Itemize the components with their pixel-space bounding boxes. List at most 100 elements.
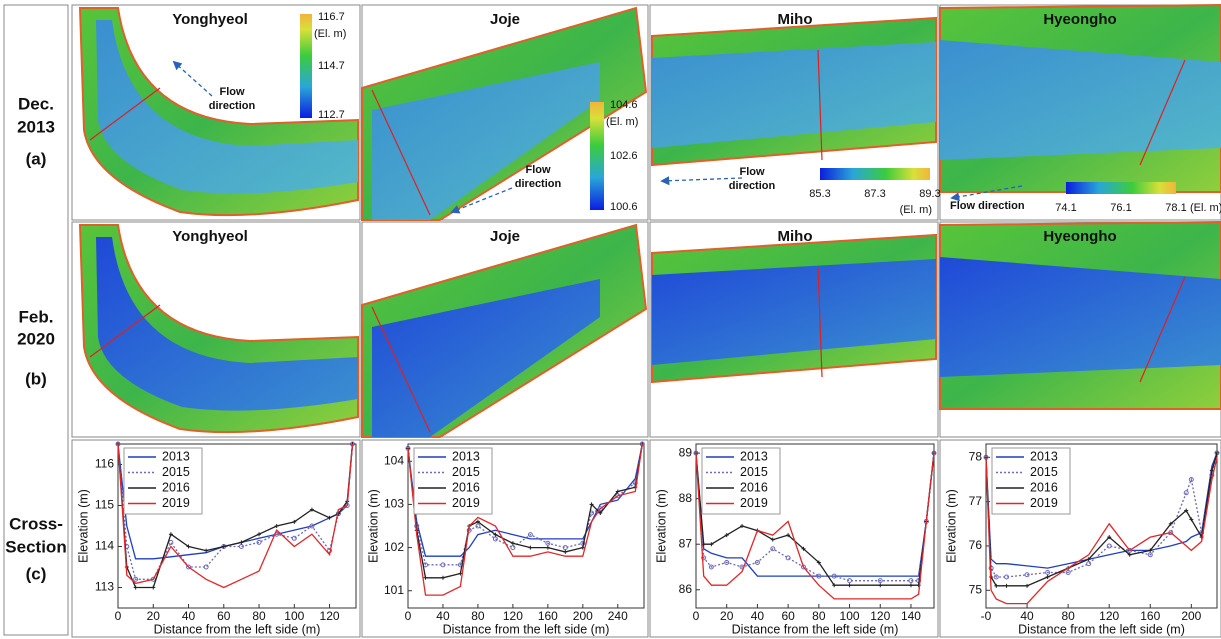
legend-label: 2019	[162, 496, 190, 510]
legend-label: 2015	[740, 465, 768, 479]
y-tick-label: 103	[384, 497, 404, 511]
legend-label: 2019	[1030, 496, 1058, 510]
flow-label: Flow	[739, 166, 764, 178]
legend-label: 2013	[740, 449, 768, 463]
x-axis-label: Distance from the left side (m)	[154, 622, 321, 636]
row-label: Feb.	[19, 307, 54, 326]
colorbar-label: 87.3	[864, 188, 885, 200]
x-tick-label: 40	[751, 609, 765, 623]
x-tick-label: 140	[901, 609, 921, 623]
legend-label: 2019	[740, 496, 768, 510]
y-tick-label: 102	[384, 540, 404, 554]
row-label: Section	[5, 537, 66, 556]
x-tick-label: 200	[573, 609, 593, 623]
row-label: Dec.	[18, 94, 54, 113]
y-axis-label: Elevation (m)	[654, 489, 668, 563]
site-title: Miho	[778, 228, 813, 245]
terrain-map	[652, 235, 936, 382]
legend-label: 2016	[1030, 480, 1058, 494]
legend-label: 2015	[162, 465, 190, 479]
row-label: Cross-	[9, 514, 63, 533]
row-tag: (b)	[25, 369, 47, 388]
legend-label: 2016	[452, 480, 480, 494]
x-axis-label: Distance from the left side (m)	[1018, 622, 1185, 636]
colorbar-unit: (El. m)	[606, 116, 638, 128]
legend-label: 2016	[740, 480, 768, 494]
colorbar-label: 116.7	[318, 11, 345, 23]
panel-frame	[940, 440, 1221, 637]
x-axis-label: Distance from the left side (m)	[443, 622, 610, 636]
flow-label: Flow direction	[950, 200, 1025, 212]
site-title: Joje	[490, 228, 520, 245]
x-tick-label: 80	[1061, 609, 1075, 623]
x-tick-label: 120	[320, 609, 340, 623]
x-tick-label: 0	[693, 609, 700, 623]
colorbar-label: 112.7	[318, 109, 345, 121]
x-tick-label: 160	[1140, 609, 1160, 623]
y-tick-label: 88	[679, 491, 693, 505]
site-title: Hyeongho	[1043, 228, 1116, 245]
legend-label: 2015	[452, 465, 480, 479]
y-tick-label: 76	[969, 538, 983, 552]
colorbar-label: 78.1	[1165, 202, 1186, 214]
colorbar-label: 100.6	[610, 201, 638, 213]
colorbar	[300, 14, 312, 118]
x-tick-label: 100	[840, 609, 860, 623]
terrain-map	[940, 5, 1221, 192]
colorbar-label: 74.1	[1055, 202, 1076, 214]
x-tick-label: 20	[147, 609, 161, 623]
x-axis-label: Distance from the left side (m)	[732, 622, 899, 636]
y-tick-label: 101	[384, 583, 404, 597]
y-tick-label: 87	[679, 536, 693, 550]
panel-frame	[72, 440, 360, 637]
colorbar	[1066, 182, 1176, 194]
colorbar-unit: (El. m)	[314, 28, 346, 40]
x-tick-label: 120	[503, 609, 523, 623]
x-tick-label: 80	[252, 609, 266, 623]
x-tick-label: 0	[405, 609, 412, 623]
figure: Dec.2013(a)Feb.2020(b)Cross-Section(c)Yo…	[0, 0, 1221, 639]
y-tick-label: 78	[969, 449, 983, 463]
y-tick-label: 115	[95, 498, 114, 512]
site-title: Yonghyeol	[172, 228, 248, 245]
y-tick-label: 77	[969, 494, 983, 508]
x-tick-label: 60	[217, 609, 231, 623]
x-tick-label: 80	[471, 609, 485, 623]
flow-label: Flow	[219, 86, 244, 98]
y-axis-label: Elevation (m)	[76, 489, 90, 563]
flow-label: direction	[515, 178, 562, 190]
x-tick-label: -0	[981, 609, 992, 623]
x-tick-label: 120	[870, 609, 890, 623]
colorbar-label: 89.3	[919, 188, 940, 200]
site-title: Yonghyeol	[172, 11, 248, 28]
legend-label: 2015	[1030, 465, 1058, 479]
y-tick-label: 114	[95, 539, 114, 553]
y-tick-label: 113	[95, 580, 114, 594]
colorbar	[590, 102, 604, 210]
x-tick-label: 40	[436, 609, 450, 623]
legend-label: 2013	[452, 449, 480, 463]
y-axis-label: Elevation (m)	[944, 489, 958, 563]
colorbar-unit: (El. m)	[900, 204, 932, 216]
flow-label: Flow	[525, 164, 550, 176]
row-label: 2020	[17, 329, 55, 348]
x-tick-label: 80	[812, 609, 826, 623]
x-tick-label: 40	[182, 609, 196, 623]
row-label: 2013	[17, 117, 55, 136]
y-tick-label: 75	[969, 582, 983, 596]
colorbar-label: 104.6	[610, 99, 638, 111]
row-tag: (c)	[26, 564, 47, 583]
flow-label: direction	[729, 180, 776, 192]
x-tick-label: 160	[538, 609, 558, 623]
x-tick-label: 200	[1181, 609, 1201, 623]
legend-label: 2013	[162, 449, 190, 463]
terrain-map	[652, 18, 936, 165]
x-tick-label: 20	[720, 609, 734, 623]
x-tick-label: 100	[284, 609, 304, 623]
x-tick-label: 40	[1020, 609, 1034, 623]
row-tag: (a)	[26, 149, 47, 168]
colorbar-label: 102.6	[610, 150, 638, 162]
terrain-map	[940, 222, 1221, 409]
x-tick-label: 240	[608, 609, 628, 623]
site-title: Hyeongho	[1043, 11, 1116, 28]
